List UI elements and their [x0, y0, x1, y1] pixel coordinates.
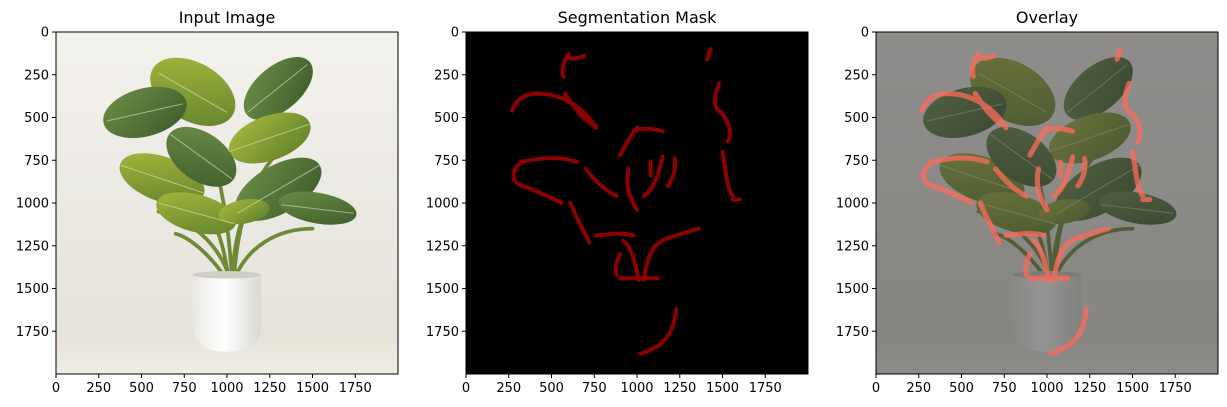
x-tick-label: 250 — [906, 381, 931, 396]
x-tick-label: 1000 — [1030, 381, 1063, 396]
panel-title: Segmentation Mask — [558, 8, 717, 27]
x-tick-label: 1500 — [706, 381, 739, 396]
y-tick-label: 1000 — [836, 197, 869, 212]
y-tick-label: 250 — [844, 68, 869, 83]
x-tick-label: 1250 — [253, 381, 286, 396]
y-tick-label: 0 — [41, 26, 49, 41]
panel-title: Overlay — [1016, 8, 1078, 27]
x-tick-label: 1500 — [296, 381, 329, 396]
y-tick-label: 1750 — [426, 325, 459, 340]
y-tick-label: 750 — [24, 154, 49, 169]
x-tick-label: 1000 — [210, 381, 243, 396]
overlay-image — [876, 32, 1218, 374]
x-tick-label: 1750 — [749, 381, 782, 396]
y-tick-label: 750 — [434, 154, 459, 169]
x-axis: 0 250 500 750 1000 1250 1500 1750 — [52, 374, 372, 396]
y-tick-label: 1500 — [836, 282, 869, 297]
y-tick-label: 500 — [844, 111, 869, 126]
x-tick-label: 1750 — [1159, 381, 1192, 396]
x-axis: 0 250 500 750 1000 1250 1500 1750 — [872, 374, 1192, 396]
y-tick-label: 250 — [24, 68, 49, 83]
y-tick-label: 1250 — [426, 239, 459, 254]
x-tick-label: 500 — [129, 381, 154, 396]
y-axis: 0 250 500 750 1000 1250 1500 1750 — [16, 26, 56, 340]
y-tick-label: 1500 — [16, 282, 49, 297]
x-tick-label: 1250 — [663, 381, 696, 396]
panel-title: Input Image — [179, 8, 276, 27]
x-axis: 0 250 500 750 1000 1250 1500 1750 — [462, 374, 782, 396]
y-tick-label: 1750 — [16, 325, 49, 340]
x-tick-label: 250 — [86, 381, 111, 396]
x-tick-label: 0 — [52, 381, 60, 396]
x-tick-label: 750 — [992, 381, 1017, 396]
y-tick-label: 1500 — [426, 282, 459, 297]
y-axis: 0 250 500 750 1000 1250 1500 1750 — [426, 26, 466, 340]
x-tick-label: 1000 — [620, 381, 653, 396]
y-tick-label: 0 — [861, 26, 869, 41]
y-axis: 0 250 500 750 1000 1250 1500 1750 — [836, 26, 876, 340]
overlay-panel: Overlay 0 250 500 750 1000 1250 1500 1750 0 250 5… — [836, 8, 1219, 396]
y-tick-label: 750 — [844, 154, 869, 169]
x-tick-label: 1750 — [339, 381, 372, 396]
x-tick-label: 500 — [949, 381, 974, 396]
y-tick-label: 500 — [434, 111, 459, 126]
segmentation-mask-panel: Segmentation Mask 0 250 500 750 1000 1250 1500… — [426, 8, 809, 396]
x-tick-label: 500 — [539, 381, 564, 396]
y-tick-label: 500 — [24, 111, 49, 126]
x-tick-label: 0 — [872, 381, 880, 396]
y-tick-label: 1000 — [16, 197, 49, 212]
y-tick-label: 1250 — [836, 239, 869, 254]
x-tick-label: 750 — [582, 381, 607, 396]
y-tick-label: 1750 — [836, 325, 869, 340]
x-tick-label: 0 — [462, 381, 470, 396]
mask-image — [466, 32, 808, 374]
y-tick-label: 0 — [451, 26, 459, 41]
y-tick-label: 250 — [434, 68, 459, 83]
y-tick-label: 1250 — [16, 239, 49, 254]
x-tick-label: 1250 — [1073, 381, 1106, 396]
x-tick-label: 750 — [172, 381, 197, 396]
x-tick-label: 1500 — [1116, 381, 1149, 396]
input-photo — [56, 32, 398, 374]
y-tick-label: 1000 — [426, 197, 459, 212]
x-tick-label: 250 — [496, 381, 521, 396]
input-image-panel: Input Image 0 250 500 750 1000 1250 1500 1750 0… — [16, 8, 399, 396]
